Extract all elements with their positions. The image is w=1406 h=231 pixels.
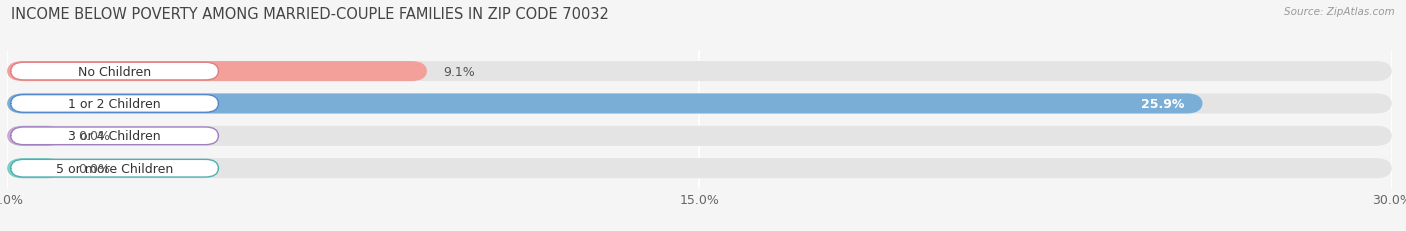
FancyBboxPatch shape (7, 94, 1392, 114)
Text: 3 or 4 Children: 3 or 4 Children (69, 130, 160, 143)
FancyBboxPatch shape (11, 63, 218, 81)
FancyBboxPatch shape (7, 62, 427, 82)
Text: 25.9%: 25.9% (1140, 97, 1184, 110)
Text: 0.0%: 0.0% (79, 130, 111, 143)
Text: INCOME BELOW POVERTY AMONG MARRIED-COUPLE FAMILIES IN ZIP CODE 70032: INCOME BELOW POVERTY AMONG MARRIED-COUPL… (11, 7, 609, 22)
FancyBboxPatch shape (7, 94, 1202, 114)
FancyBboxPatch shape (7, 158, 62, 179)
FancyBboxPatch shape (7, 126, 1392, 146)
FancyBboxPatch shape (11, 160, 218, 177)
FancyBboxPatch shape (11, 128, 218, 145)
FancyBboxPatch shape (11, 95, 218, 113)
Text: 1 or 2 Children: 1 or 2 Children (69, 97, 160, 110)
FancyBboxPatch shape (7, 62, 1392, 82)
FancyBboxPatch shape (7, 126, 62, 146)
Text: No Children: No Children (77, 65, 152, 78)
Text: 0.0%: 0.0% (79, 162, 111, 175)
Text: 5 or more Children: 5 or more Children (56, 162, 173, 175)
Text: Source: ZipAtlas.com: Source: ZipAtlas.com (1284, 7, 1395, 17)
FancyBboxPatch shape (7, 158, 1392, 179)
Text: 9.1%: 9.1% (443, 65, 475, 78)
